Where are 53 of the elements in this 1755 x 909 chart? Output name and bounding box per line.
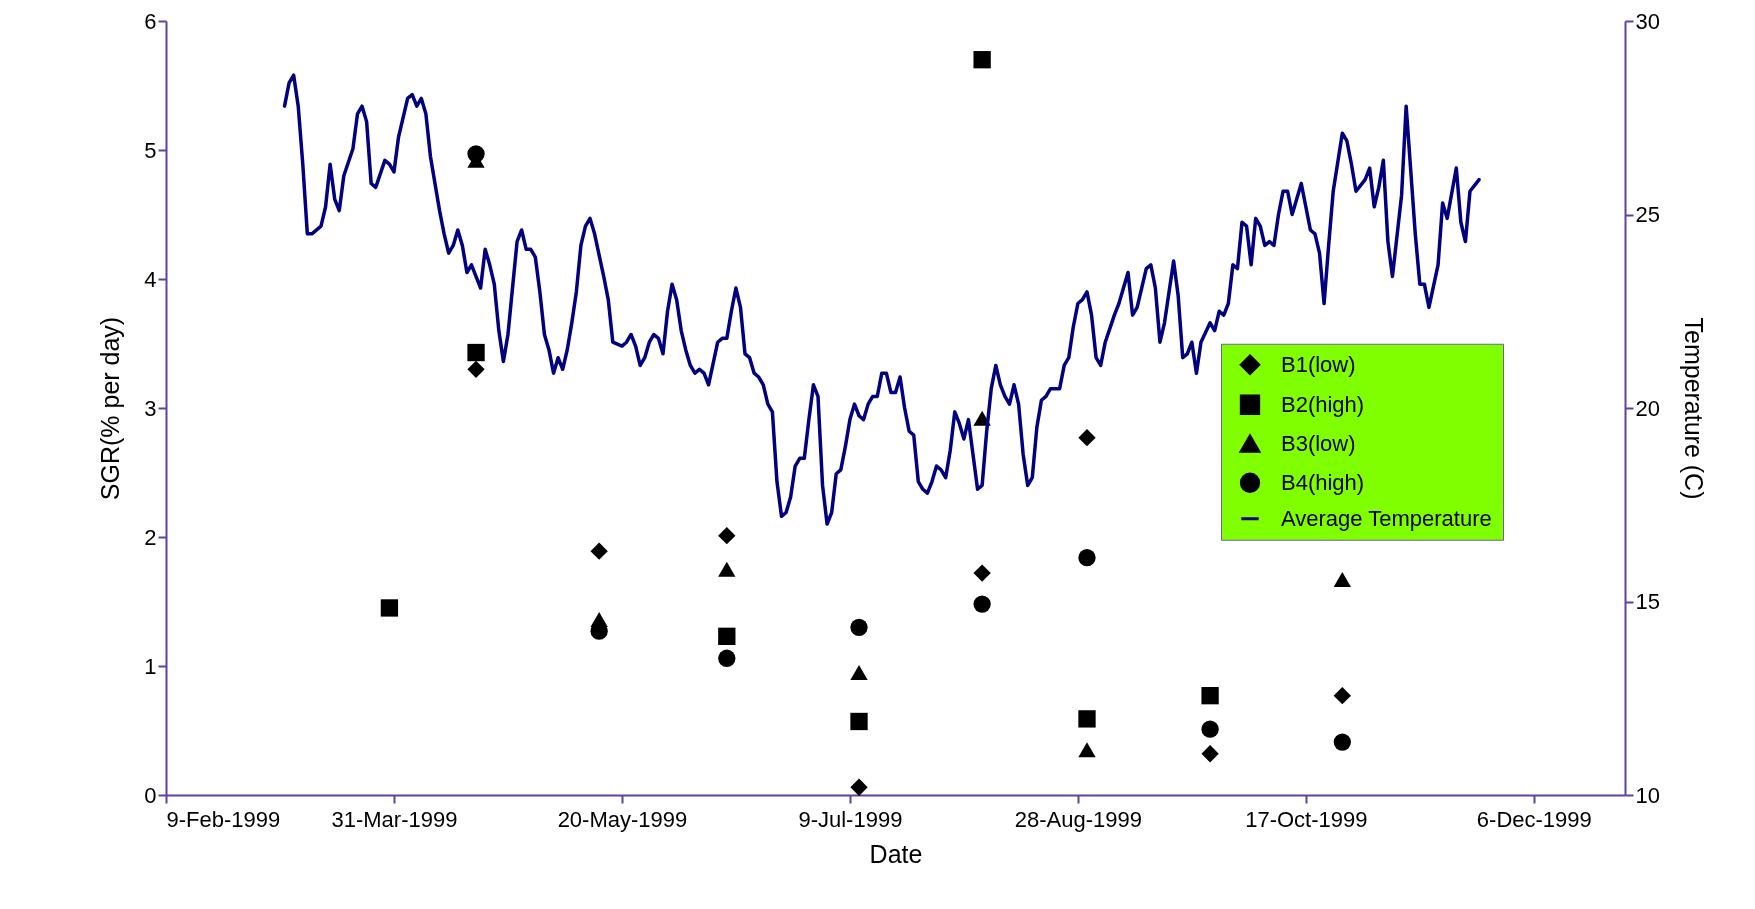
point xyxy=(1201,687,1219,705)
point xyxy=(718,627,736,645)
point xyxy=(1333,572,1351,588)
y-tick-label: 2 xyxy=(144,524,157,550)
point xyxy=(1078,710,1096,728)
y-tick-label: 0 xyxy=(144,782,157,808)
y-axis-title: SGR(% per day) xyxy=(96,316,125,501)
point xyxy=(973,564,991,582)
y2-tick-label: 15 xyxy=(1635,589,1660,614)
point xyxy=(467,343,485,362)
y2-tick-label: 30 xyxy=(1635,8,1660,34)
point xyxy=(1201,745,1219,763)
legend-label: Average Temperature xyxy=(1281,505,1492,531)
point xyxy=(1078,742,1096,758)
point xyxy=(850,712,868,731)
point xyxy=(467,360,485,378)
y2-tick-label: 25 xyxy=(1635,202,1660,227)
point xyxy=(1078,429,1096,447)
point xyxy=(1333,733,1351,751)
point xyxy=(1333,687,1351,705)
y-tick-label: 4 xyxy=(144,266,157,292)
y2-tick-label: 20 xyxy=(1635,395,1660,421)
point xyxy=(973,595,991,613)
point xyxy=(718,561,736,577)
y-tick-label: 6 xyxy=(144,8,157,34)
legend-label: B3(low) xyxy=(1281,430,1356,456)
point xyxy=(718,649,736,667)
point xyxy=(850,778,868,796)
x-tick-label: 9-Jul-1999 xyxy=(798,806,903,832)
y-tick-label: 3 xyxy=(144,395,157,421)
legend-label: B4(high) xyxy=(1281,469,1365,495)
x-tick-label: 20-May-1999 xyxy=(557,806,688,832)
y-tick-label: 5 xyxy=(144,137,157,163)
y2-tick-label: 10 xyxy=(1635,782,1660,808)
point xyxy=(973,51,991,69)
x-tick-label: 28-Aug-1999 xyxy=(1014,806,1142,832)
point xyxy=(380,599,399,617)
x-tick-label: 17-Oct-1999 xyxy=(1245,806,1368,832)
x-tick-label: 6-Dec-1999 xyxy=(1476,806,1592,832)
point xyxy=(467,145,485,163)
point xyxy=(850,664,868,680)
point xyxy=(590,542,608,560)
point xyxy=(850,618,868,636)
x-tick-label: 9-Feb-1999 xyxy=(166,806,281,832)
x-tick-label: 31-Mar-1999 xyxy=(331,806,458,832)
y2-axis-title: Temperature (C) xyxy=(1679,317,1708,500)
point xyxy=(1078,549,1096,567)
legend-label: B2(high) xyxy=(1281,391,1365,417)
x-axis-title: Date xyxy=(869,839,923,868)
point xyxy=(1201,720,1219,738)
legend-label: B1(low) xyxy=(1281,351,1356,377)
point xyxy=(718,527,736,545)
y-tick-label: 1 xyxy=(144,653,157,679)
